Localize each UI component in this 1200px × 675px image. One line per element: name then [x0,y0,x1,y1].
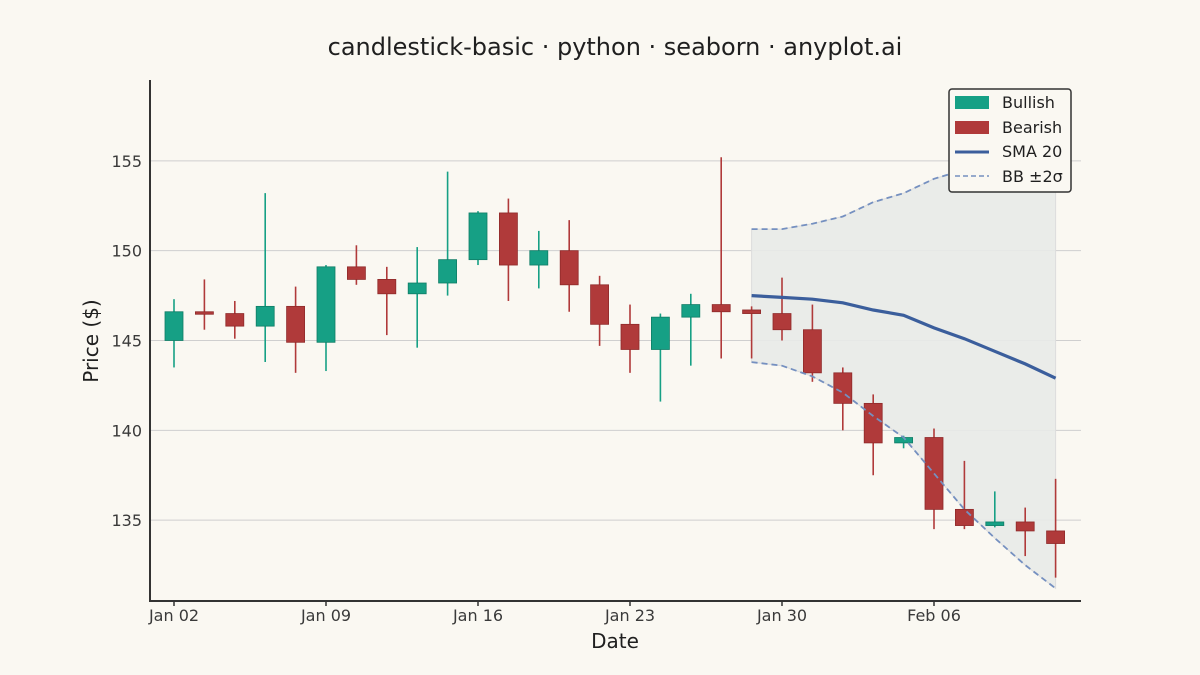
candle-body-bearish [1046,530,1065,544]
bollinger-band-layer [751,160,1057,590]
x-axis-label: Date [591,629,639,653]
y-tick-label: 140 [111,421,142,440]
candle-body-bearish [194,311,214,315]
bb-lower-line [751,361,1057,590]
chart-title: candlestick-basic · python · seaborn · a… [328,33,903,61]
legend-bearish-swatch [955,121,989,134]
candle-body-bullish [255,305,275,327]
candle-body-bearish [498,212,518,266]
candle-body-bearish [346,266,366,280]
candle-body-bullish [468,212,488,261]
x-tick-label: Feb 06 [907,606,961,625]
x-tick-labels: Jan 02 Jan 09 Jan 16 Jan 23 Jan 30 Feb 06 [148,601,961,625]
legend-bullish-label: Bullish [1002,93,1055,112]
candle-body-bearish [1015,521,1035,532]
candle-body-bullish [316,266,336,343]
x-tick-label: Jan 23 [604,606,655,625]
candles-layer [164,157,1065,578]
y-tick-labels: 135 140 145 150 155 [111,152,142,530]
y-tick-label: 150 [111,242,142,261]
candle-body-bearish [863,402,883,444]
candle-body-bearish [286,305,306,343]
legend-frame [948,88,1072,193]
legend-bb-label: BB ±2σ [1002,167,1063,186]
candle-body-bearish [742,309,761,314]
candle-body-bearish [772,313,792,331]
candle-body-bullish [407,282,427,295]
y-axis-label: Price ($) [79,299,103,382]
candle-body-bearish [620,323,640,350]
legend-bearish-label: Bearish [1002,118,1062,137]
candle-body-bullish [438,259,458,284]
candle-body-bearish [559,250,579,286]
x-tick-label: Jan 16 [452,606,503,625]
legend-sma-label: SMA 20 [1002,142,1062,161]
candle-body-bearish [377,279,397,295]
legend-bullish-swatch [955,96,989,109]
candle-body-bearish [590,284,609,325]
candle-body-bullish [985,521,1005,526]
x-tick-label: Jan 09 [300,606,351,625]
candle-body-bearish [803,329,822,374]
candle-body-bullish [681,304,701,318]
legend: Bullish Bearish SMA 20 BB ±2σ [948,88,1072,193]
sma-20-line [751,294,1057,380]
candle-body-bearish [711,304,731,313]
y-tick-label: 155 [111,152,142,171]
bollinger-band-fill [751,160,1057,590]
candle-body-bearish [955,508,974,526]
candle-body-bullish [164,311,184,341]
y-tick-label: 145 [111,332,142,351]
candle-body-bearish [833,372,853,404]
candle-body-bullish [529,250,549,266]
candle-body-bullish [651,316,670,350]
x-tick-label: Jan 30 [756,606,807,625]
y-tick-label: 135 [111,511,142,530]
candle-body-bearish [225,313,245,327]
x-tick-label: Jan 02 [148,606,199,625]
candle-body-bearish [924,437,944,510]
